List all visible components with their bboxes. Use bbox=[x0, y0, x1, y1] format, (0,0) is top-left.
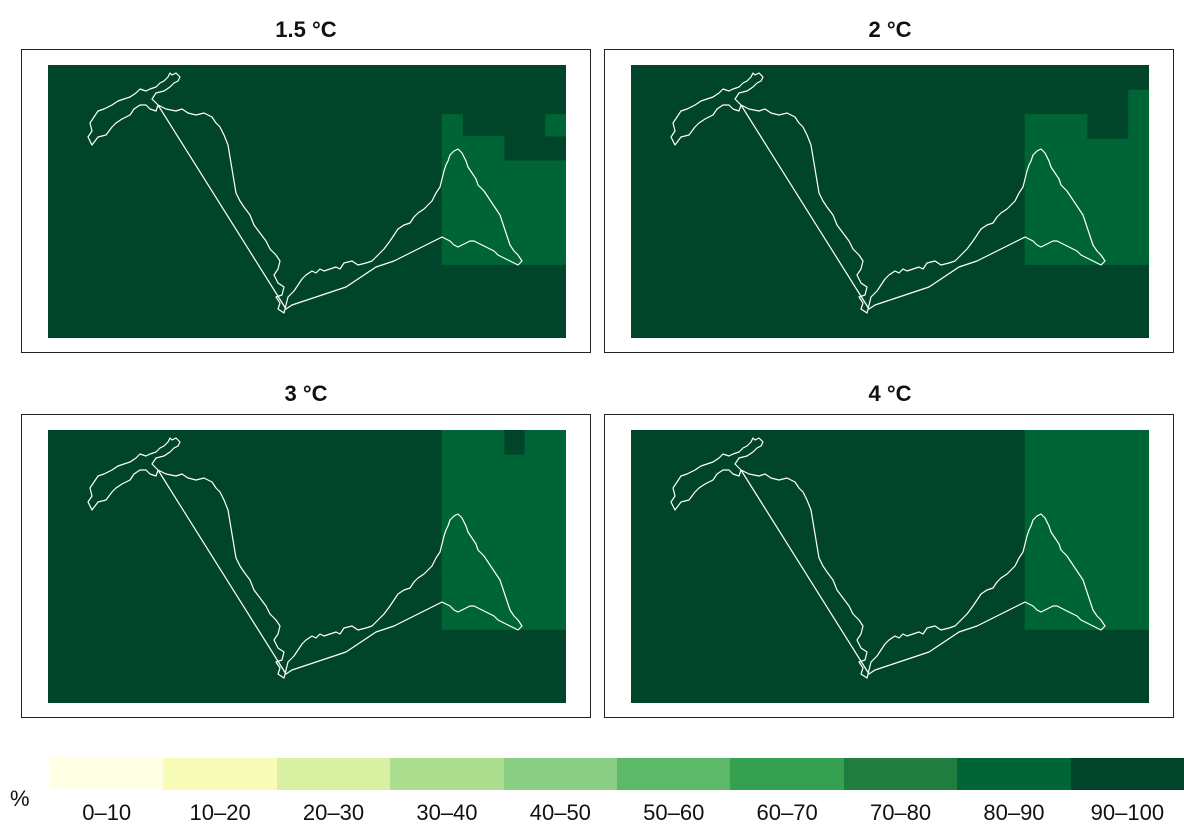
legend-label: 0–10 bbox=[82, 800, 132, 825]
grid-cell bbox=[1024, 138, 1149, 265]
legend-label: 80–90 bbox=[983, 800, 1045, 825]
map-grid-2 bbox=[631, 65, 1149, 338]
map-grid-3 bbox=[48, 430, 566, 703]
panel-title-2: 2 °C bbox=[868, 17, 912, 42]
legend-label: 40–50 bbox=[529, 800, 591, 825]
region-outline bbox=[87, 437, 523, 679]
grid-cell bbox=[524, 430, 566, 630]
legend-unit: % bbox=[10, 786, 30, 811]
legend-swatch bbox=[1070, 758, 1184, 790]
grid-cell bbox=[441, 135, 505, 162]
colorbar-labels: 0–10 10–20 20–30 30–40 40–50 50–60 60–70 70–80 8… bbox=[50, 800, 1184, 826]
grid-cell bbox=[1128, 89, 1149, 115]
grid-cell bbox=[503, 454, 526, 630]
legend-swatch bbox=[163, 758, 277, 790]
region-outline bbox=[670, 437, 1106, 679]
legend-swatch bbox=[276, 758, 391, 790]
grid-cell bbox=[1024, 114, 1088, 140]
map-grid-4 bbox=[631, 430, 1149, 703]
legend-label: 50–60 bbox=[643, 800, 705, 825]
legend-label: 70–80 bbox=[869, 800, 932, 825]
region-outline bbox=[87, 72, 523, 314]
legend-label: 30–40 bbox=[416, 800, 478, 825]
panel-title-1: 1.5 °C bbox=[275, 17, 337, 42]
legend-label: 60–70 bbox=[756, 800, 818, 825]
map-grid-1 bbox=[48, 65, 566, 338]
legend-swatch bbox=[730, 758, 844, 790]
grid-cell bbox=[545, 114, 566, 137]
panel-title-4: 4 °C bbox=[868, 381, 912, 406]
grid-cell bbox=[441, 430, 505, 630]
grid-cell bbox=[1024, 430, 1149, 630]
grid-cell bbox=[1128, 114, 1149, 140]
legend-label: 20–30 bbox=[302, 800, 365, 825]
legend-label: 10–20 bbox=[189, 800, 251, 825]
map-panel-2 bbox=[604, 49, 1174, 353]
grid-cell bbox=[441, 160, 566, 265]
map-panel-4 bbox=[604, 414, 1174, 718]
legend-swatch bbox=[617, 758, 731, 790]
map-panel-3 bbox=[21, 414, 591, 718]
legend-swatch bbox=[957, 758, 1071, 790]
panel-title-3: 3 °C bbox=[284, 381, 328, 406]
legend-swatch bbox=[50, 758, 164, 790]
region-outline bbox=[670, 72, 1106, 314]
legend-swatch bbox=[390, 758, 504, 790]
colorbar bbox=[50, 758, 1184, 790]
map-panel-1 bbox=[21, 49, 591, 353]
grid-cell bbox=[441, 114, 463, 137]
legend-swatch bbox=[843, 758, 958, 790]
legend-label: 90–100 bbox=[1090, 800, 1165, 825]
legend-swatch bbox=[503, 758, 618, 790]
